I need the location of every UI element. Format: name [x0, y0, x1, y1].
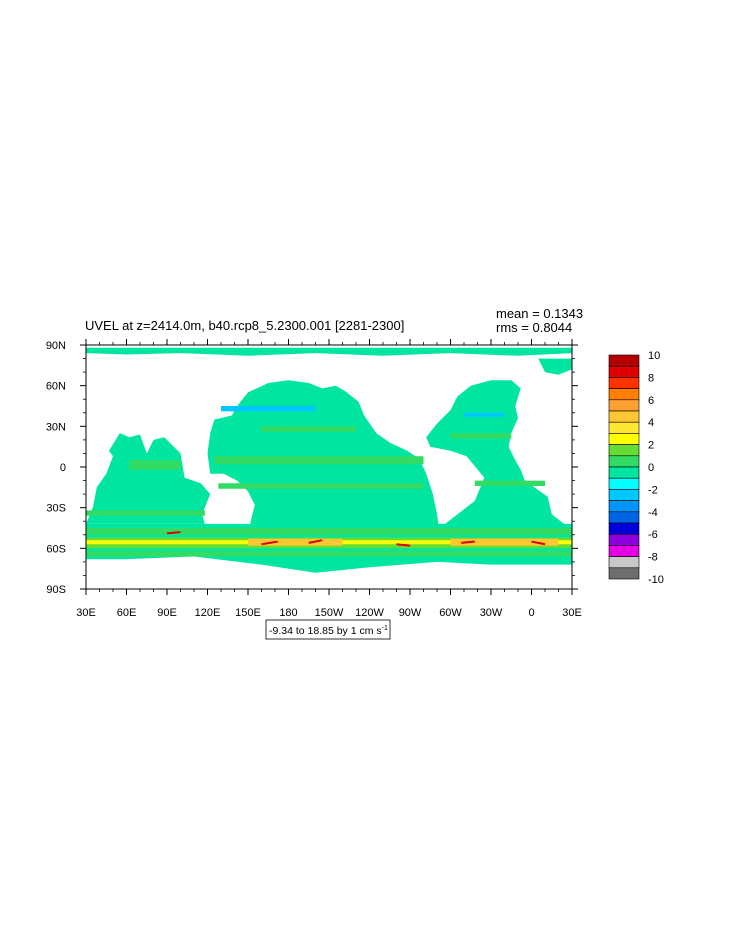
- acc-filament: [396, 543, 411, 547]
- colorbar-swatch: [608, 567, 640, 580]
- x-tick-label: 180: [279, 607, 297, 619]
- nordic-seas: [538, 358, 572, 375]
- x-tick-label: 120E: [195, 607, 221, 619]
- x-tick-label: 60E: [117, 607, 137, 619]
- colorbar-swatch: [608, 455, 640, 468]
- x-tick-label: 90W: [399, 607, 422, 619]
- subtitle-sup: -1: [382, 625, 388, 632]
- colorbar-swatch: [608, 388, 640, 401]
- x-tick-label: 60W: [439, 607, 462, 619]
- pacific-north-jet: [261, 426, 356, 432]
- atlantic-north-jet: [450, 433, 512, 439]
- y-tick-label: 60S: [46, 543, 66, 555]
- colorbar-label: -2: [648, 484, 658, 496]
- mean-label: mean = 0.1343: [496, 306, 583, 321]
- atlantic-south-jet: [474, 480, 545, 486]
- indian-ocean: [86, 433, 211, 524]
- colorbar-swatch: [608, 556, 640, 569]
- colorbar-label: -6: [648, 529, 658, 541]
- indian-south-jet: [86, 510, 205, 516]
- pacific-eq-jet: [214, 456, 424, 465]
- colorbar-swatch: [608, 444, 640, 457]
- colorbar-label: 2: [648, 440, 654, 452]
- y-tick-label: 90N: [46, 340, 66, 352]
- acc-filament: [166, 531, 181, 535]
- x-tick-label: 30E: [76, 607, 96, 619]
- arctic-ocean: [86, 347, 572, 356]
- atlantic-neg-streak: [464, 412, 505, 417]
- velocity-field: [86, 347, 572, 573]
- colorbar-swatch: [608, 421, 640, 434]
- rms-label: rms = 0.8044: [496, 320, 572, 335]
- x-tick-label: 150E: [235, 607, 261, 619]
- x-tick-label: 0: [528, 607, 534, 619]
- colorbar-label: 10: [648, 350, 660, 362]
- y-tick-label: 60N: [46, 381, 66, 393]
- y-tick-label: 0: [60, 462, 66, 474]
- colorbar-label: 4: [648, 417, 654, 429]
- acc-filament: [308, 539, 323, 544]
- colorbar-label: 8: [648, 372, 654, 384]
- y-tick-label: 30N: [46, 421, 66, 433]
- x-tick-label: 30E: [562, 607, 582, 619]
- colorbar-swatch: [608, 533, 640, 546]
- colorbar-swatch: [608, 489, 640, 501]
- colorbar-label: -8: [648, 552, 658, 564]
- y-tick-label: 90S: [46, 584, 66, 596]
- chart-title: UVEL at z=2414.0m, b40.rcp8_5.2300.001 […: [85, 318, 404, 333]
- colorbar: 10 8 6 4 2 0 -2 -4 -6 -8 -10: [608, 350, 664, 586]
- colorbar-label: -4: [648, 507, 658, 519]
- acc-filament: [461, 540, 475, 544]
- colorbar-swatch: [608, 433, 640, 445]
- pacific-neg-streak: [221, 406, 316, 412]
- x-tick-label: 30W: [480, 607, 503, 619]
- y-tick-label: 30S: [46, 503, 66, 515]
- southern-ocean: [86, 523, 572, 573]
- colorbar-swatch: [608, 500, 640, 513]
- colorbar-swatch: [608, 466, 640, 479]
- map-field: [86, 347, 572, 573]
- colorbar-swatch: [608, 354, 640, 367]
- indian-eq-jet: [129, 460, 181, 470]
- x-tick-label: 120W: [355, 607, 384, 619]
- colorbar-label: 0: [648, 462, 654, 474]
- x-axis: 30E 60E 90E 120E 150E 180 150W 120W 90W 60W 30W 0 30…: [76, 339, 582, 619]
- colorbar-swatch: [608, 399, 640, 412]
- x-tick-label: 150W: [315, 607, 344, 619]
- acc-atlantic-max: [450, 538, 559, 546]
- colorbar-label: -10: [648, 574, 664, 586]
- y-axis: 90N 60N 30N 0 30S 60S 90S: [46, 340, 578, 596]
- pacific-south-jet: [218, 483, 424, 489]
- colorbar-swatch: [608, 511, 640, 524]
- colorbar-swatch: [608, 377, 640, 389]
- acc-north: [86, 528, 572, 535]
- colorbar-swatch: [608, 410, 640, 423]
- acc-filament: [531, 540, 546, 546]
- subtitle-text: -9.34 to 18.85 by 1 cm s: [269, 625, 382, 637]
- acc-filament: [261, 540, 278, 546]
- colorbar-swatch: [608, 477, 640, 490]
- colorbar-label: 6: [648, 395, 654, 407]
- colorbar-swatch: [608, 365, 640, 378]
- x-tick-label: 90E: [157, 607, 177, 619]
- subtitle-box: -9.34 to 18.85 by 1 cm s-1: [265, 619, 391, 640]
- acc-south: [86, 551, 572, 557]
- svg-text:-9.34 to 18.85 by 1 cm s-1: -9.34 to 18.85 by 1 cm s-1: [269, 625, 388, 637]
- colorbar-swatch: [608, 522, 640, 535]
- colorbar-swatch: [608, 545, 640, 557]
- atlantic-ocean: [426, 380, 572, 542]
